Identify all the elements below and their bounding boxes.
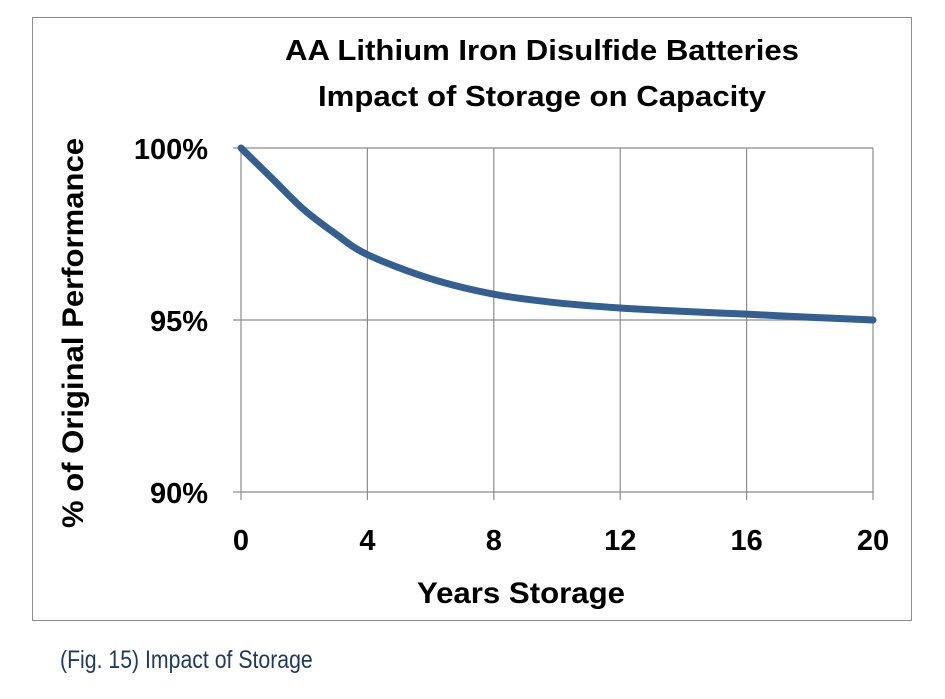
y-tick-label: 90% [150, 478, 208, 510]
series-layer [237, 144, 877, 324]
x-tick-label: 20 [857, 525, 889, 557]
y-tick-label: 95% [150, 306, 208, 338]
series-line-capacity [237, 144, 877, 324]
y-axis-label: % of Original Performance [57, 138, 90, 528]
chart-title: AA Lithium Iron Disulfide Batteries [285, 35, 799, 67]
x-tick-label: 0 [233, 525, 249, 557]
y-tick-label: 100% [134, 134, 208, 166]
tick-labels: 90% 95% 100% 0 4 8 12 16 20 [134, 134, 889, 557]
figure-caption: (Fig. 15) Impact of Storage [60, 646, 313, 674]
x-axis-label: Years Storage [417, 577, 625, 610]
chart-subtitle: Impact of Storage on Capacity [318, 81, 766, 113]
x-tick-label: 4 [359, 525, 375, 557]
gridlines [233, 147, 874, 500]
x-tick-label: 8 [486, 525, 502, 557]
x-tick-label: 16 [730, 525, 762, 557]
x-tick-label: 12 [604, 525, 636, 557]
chart-frame [32, 17, 912, 621]
